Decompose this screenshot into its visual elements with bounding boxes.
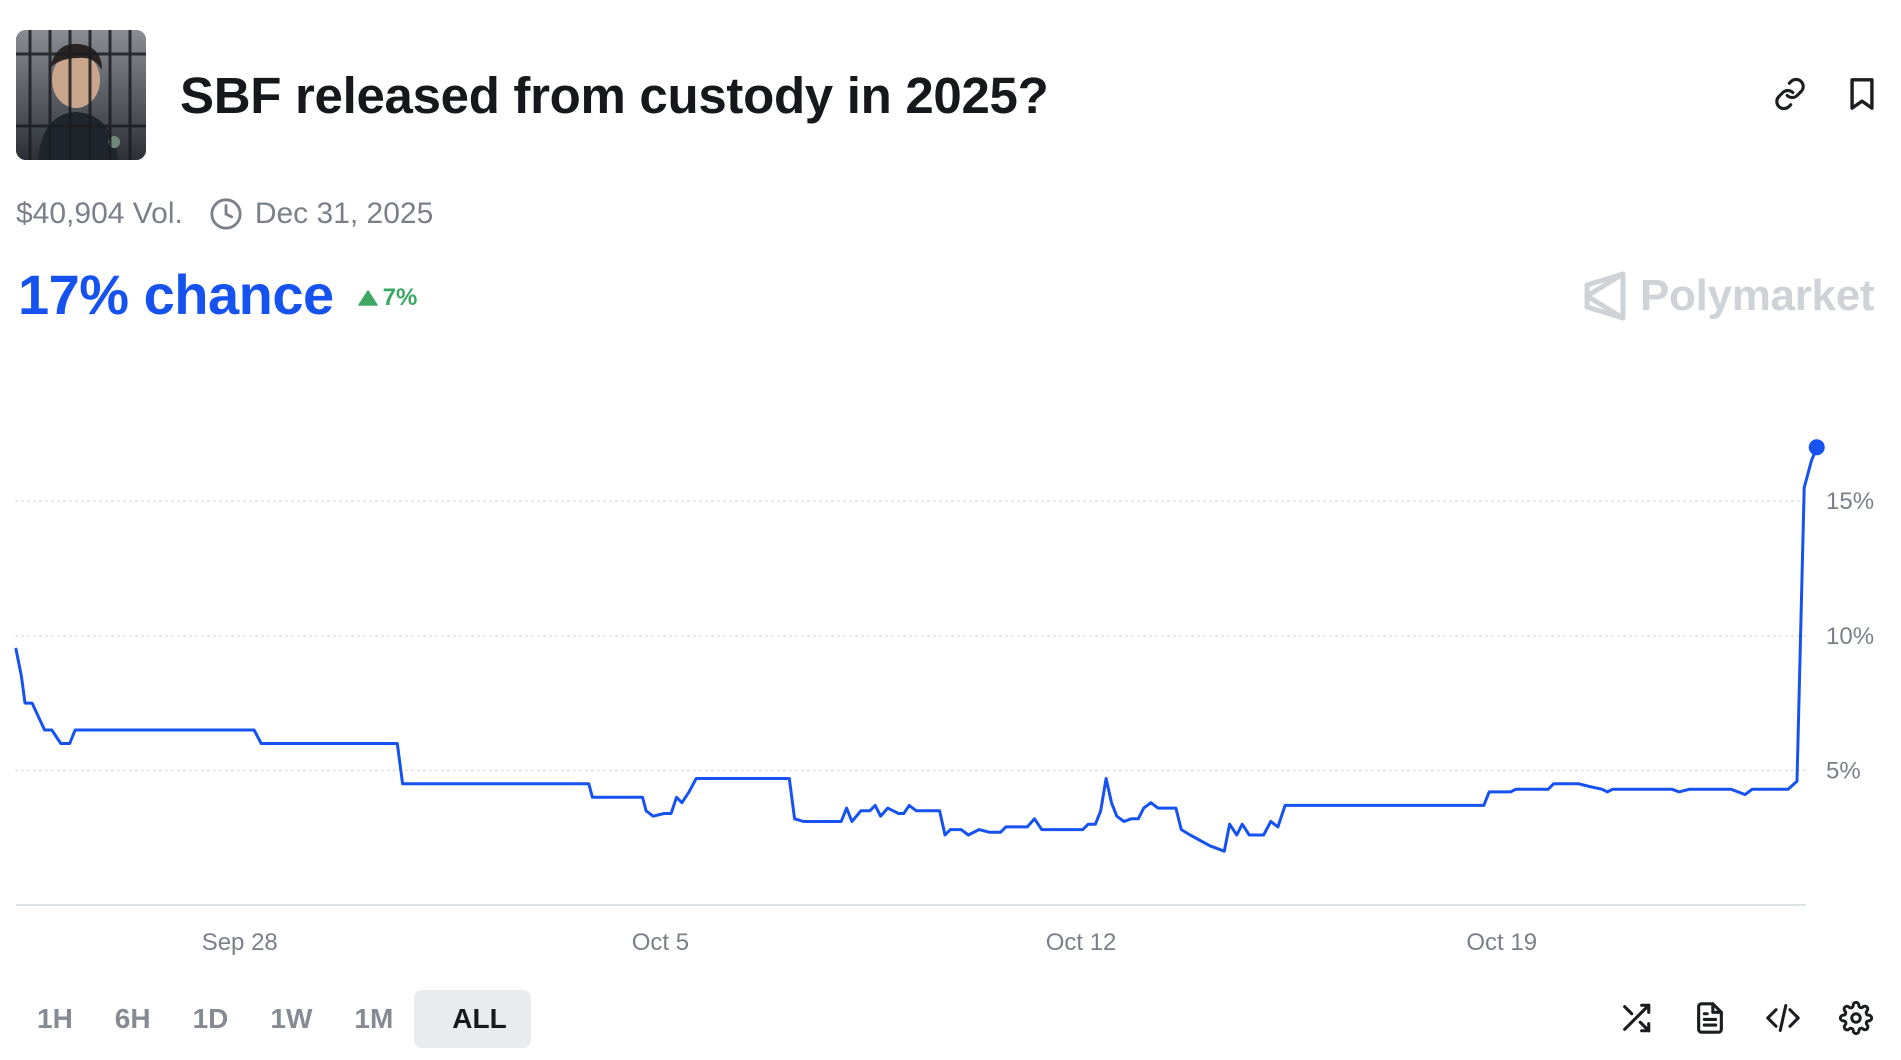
market-thumbnail (16, 30, 146, 160)
clock-icon (210, 198, 242, 230)
price-line (14, 445, 1819, 853)
range-button-1h[interactable]: 1H (37, 1003, 73, 1034)
chance-row: 17% chance 7% (18, 262, 417, 327)
y-tick-label: 15% (1826, 488, 1874, 515)
x-tick-label: Oct 12 (1046, 929, 1117, 956)
range-button-1m[interactable]: 1M (354, 1003, 394, 1034)
x-tick-label: Oct 5 (632, 929, 689, 956)
y-tick-label: 10% (1826, 623, 1874, 650)
market-thumbnail-image (16, 30, 146, 160)
shuffle-icon[interactable] (1616, 998, 1656, 1038)
end-date-text: Dec 31, 2025 (254, 197, 434, 230)
document-icon[interactable] (1690, 998, 1730, 1038)
time-range-selector: 1H 6H 1D 1W 1M ALL (16, 990, 531, 1048)
price-chart[interactable]: 5% 10% 15% Sep 28 Oct 5 Oct 12 Oct 19 (0, 380, 1901, 960)
embed-code-icon[interactable] (1763, 998, 1803, 1038)
current-price-dot[interactable] (1808, 439, 1825, 456)
triangle-up-icon (357, 290, 378, 306)
bookmark-icon[interactable] (1842, 74, 1882, 114)
range-button-1w[interactable]: 1W (270, 1003, 313, 1034)
change-badge: 7% (357, 284, 418, 312)
market-title: SBF released from custody in 2025? (180, 67, 1049, 124)
market-header: SBF released from custody in 2025? (16, 30, 1886, 162)
change-value: 7% (382, 284, 418, 311)
x-tick-label: Sep 28 (202, 929, 278, 956)
range-button-6h[interactable]: 6H (114, 1003, 151, 1034)
polymarket-brand: Polymarket (1582, 270, 1875, 322)
link-icon[interactable] (1770, 74, 1810, 114)
chance-value: 17% chance (18, 263, 334, 326)
settings-gear-icon[interactable] (1836, 998, 1876, 1038)
polymarket-logo-icon (1584, 271, 1626, 321)
x-axis-ticks: Sep 28 Oct 5 Oct 12 Oct 19 (202, 929, 1537, 956)
range-button-all[interactable]: ALL (414, 990, 531, 1048)
market-meta: $40,904 Vol. Dec 31, 2025 (16, 196, 433, 232)
chart-grid (15, 500, 1807, 772)
range-button-1d[interactable]: 1D (192, 1003, 229, 1034)
y-axis-ticks: 5% 10% 15% (1826, 488, 1874, 784)
brand-name: Polymarket (1640, 271, 1875, 320)
y-tick-label: 5% (1826, 757, 1861, 784)
x-tick-label: Oct 19 (1466, 929, 1537, 956)
volume-text: $40,904 Vol. (16, 197, 183, 230)
